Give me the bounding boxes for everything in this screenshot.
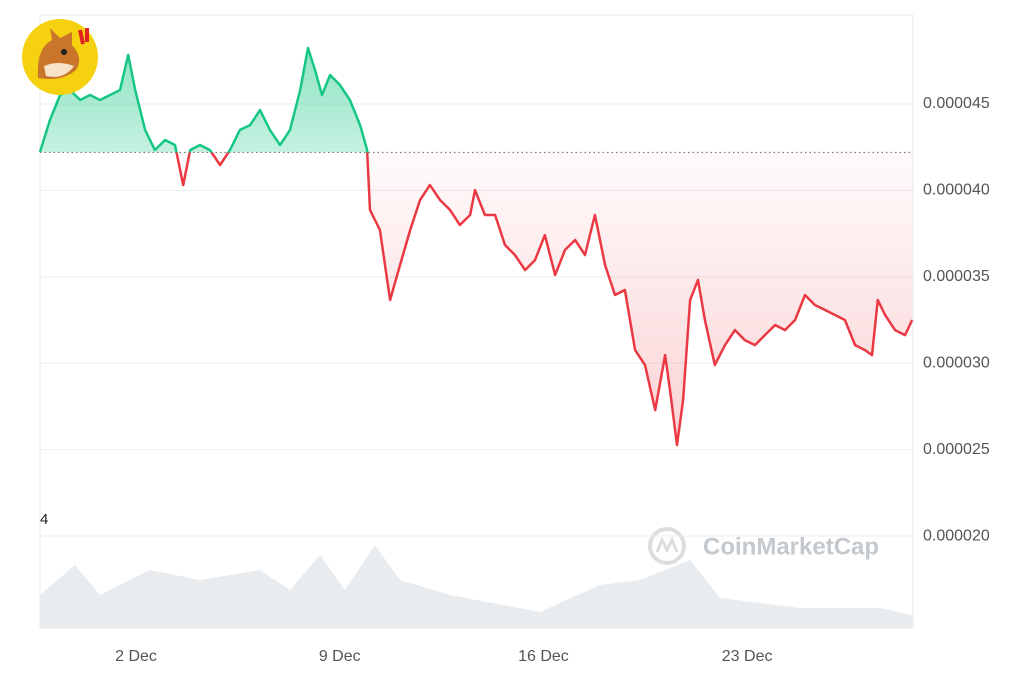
y-tick-label: 0.000020 [923,527,990,544]
volume-label: 4 [40,511,48,528]
y-tick-label: 0.000035 [923,268,990,285]
x-tick-label: 23 Dec [722,648,773,665]
x-tick-label: 16 Dec [518,648,569,665]
y-tick-label: 0.000030 [923,354,990,371]
y-tick-label: 0.000040 [923,182,990,199]
price-line [38,46,914,447]
volume-area [40,545,913,628]
price-area [40,48,913,445]
y-tick-label: 0.000025 [923,441,990,458]
x-tick-label: 2 Dec [115,648,157,665]
coin-logo [22,19,98,95]
x-tick-label: 9 Dec [319,648,361,665]
watermark: CoinMarketCap [703,533,879,560]
watermark-logo [648,527,686,565]
y-tick-label: 0.000045 [923,95,990,112]
